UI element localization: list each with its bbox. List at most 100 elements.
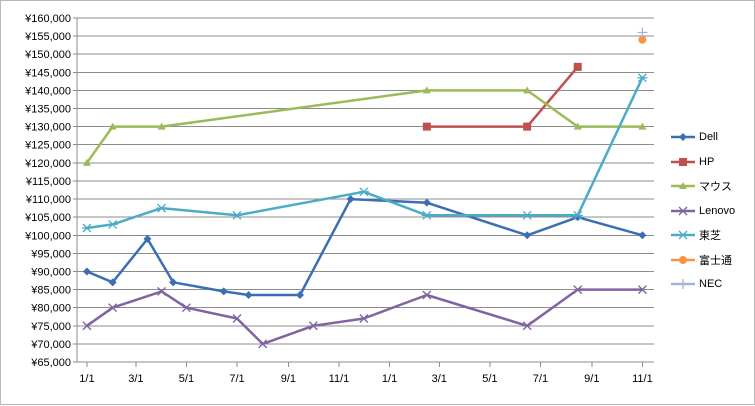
y-tick-label: ¥120,000 [24,158,71,170]
data-point-lenovo [181,303,191,313]
data-point-series [108,122,117,130]
data-point-series [81,223,92,233]
x-tick-label: 3/1 [432,373,447,385]
legend-item-lenovo: Lenovo [670,199,754,224]
data-point-series [157,122,166,130]
series-line-dell [85,197,644,297]
data-point-series [522,210,533,220]
series-line-hp [425,65,579,128]
y-tick-label: ¥155,000 [24,31,71,43]
data-point-dell [143,234,152,243]
legend-item-series: 東芝 [670,223,754,248]
data-point-dell [346,195,355,204]
data-point-series [421,210,432,220]
data-point-lenovo [258,339,268,349]
y-tick-label: ¥125,000 [24,140,71,152]
data-point-lenovo [522,321,532,331]
y-tick-label: ¥115,000 [25,176,71,188]
data-point-dell [523,231,532,240]
data-point-series [523,86,532,94]
y-tick-label: ¥150,000 [24,49,71,61]
y-tick-label: ¥160,000 [24,13,71,25]
data-point-dell [169,278,178,287]
legend-swatch [671,133,695,142]
legend-label: Lenovo [699,204,736,217]
legend-label: 東芝 [699,230,721,243]
y-tick-label: ¥105,000 [24,212,71,224]
series-line-series [85,76,644,230]
data-point-nec [637,27,648,38]
y-tick-label: ¥65,000 [30,357,71,369]
legend-label: 富士通 [699,254,732,267]
data-point-lenovo [359,314,369,324]
legend-item-series: 富士通 [670,248,754,273]
y-tick-label: ¥90,000 [30,266,71,278]
y-tick-label: ¥140,000 [24,85,71,97]
y-tick-label: ¥135,000 [24,104,71,116]
y-tick-label: ¥110,000 [25,194,71,206]
data-point-series [422,86,431,94]
x-tick-label: 7/1 [533,373,548,385]
x-tick-label: 7/1 [229,373,244,385]
data-point-dell [638,231,647,240]
legend-label: Dell [699,131,718,144]
data-point-series [232,210,243,220]
data-point-lenovo [637,285,647,295]
y-tick-label: ¥75,000 [30,321,71,333]
data-point-series [572,210,583,220]
legend-item-hp: HP [670,150,754,175]
data-point-series [156,203,167,213]
legend-item-series: マウス [670,174,754,199]
legend-marker [678,206,688,216]
data-point-dell [219,287,228,296]
x-tick-label: 5/1 [482,373,497,385]
y-tick-label: ¥80,000 [30,303,71,315]
legend-item-dell: Dell [670,125,754,150]
x-tick-label: 5/1 [179,373,194,385]
data-point-series [82,158,91,166]
x-tick-label: 11/1 [329,373,350,385]
chart-legend: Dell HP マウス Lenovo 東芝富士通 NEC [670,125,754,297]
y-tick-label: ¥145,000 [24,67,71,79]
legend-marker [678,279,688,290]
legend-swatch [671,182,695,190]
data-point-hp [573,62,582,71]
legend-marker [679,182,687,190]
data-point-lenovo [82,321,92,331]
data-point-lenovo [108,303,118,313]
legend-marker [679,157,687,166]
data-point-lenovo [422,290,432,300]
x-tick-label: 1/1 [79,373,94,385]
x-tick-label: 1/1 [382,373,397,385]
y-tick-label: ¥70,000 [30,339,71,351]
data-point-lenovo [232,314,242,324]
data-point-series [638,35,647,44]
legend-swatch [671,206,695,216]
data-point-hp [523,122,532,131]
x-tick-label: 11/1 [632,373,653,385]
legend-swatch [671,279,695,290]
data-point-series [637,73,648,83]
data-point-dell [422,198,431,207]
x-tick-label: 3/1 [128,373,143,385]
legend-marker [679,255,687,264]
legend-swatch [671,230,695,240]
legend-label: マウス [699,181,732,194]
y-tick-label: ¥85,000 [30,285,71,297]
y-tick-label: ¥130,000 [24,122,71,134]
legend-marker [678,230,688,240]
data-point-lenovo [573,285,583,295]
data-point-series [358,187,369,197]
legend-swatch [671,255,695,264]
legend-marker [679,133,687,142]
legend-item-nec: NEC [670,272,754,297]
series-line-lenovo [85,288,644,346]
data-point-dell [82,267,91,276]
y-tick-label: ¥100,000 [24,230,71,242]
data-point-lenovo [308,321,318,331]
data-point-dell [108,278,117,287]
data-point-series [573,122,582,130]
legend-swatch [671,157,695,166]
